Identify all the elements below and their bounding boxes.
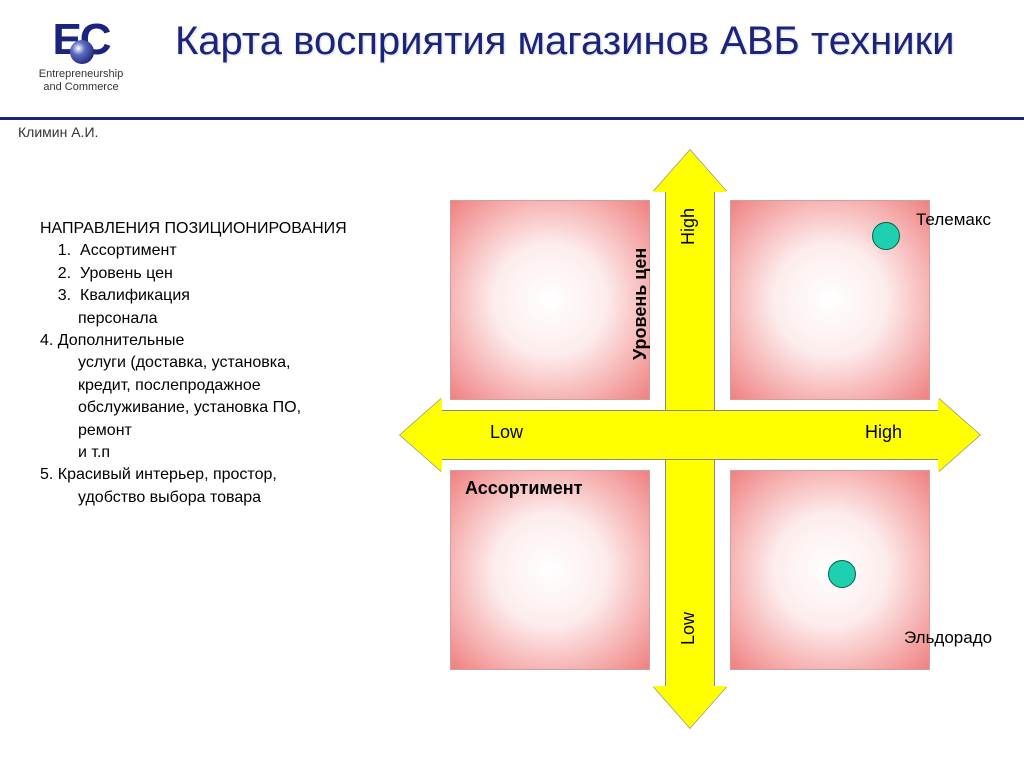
y-high-label: High [678,208,699,245]
direction-item: 5. Красивый интерьер, простор, [40,464,380,486]
logo-sub-1: Entrepreneurship [39,68,123,80]
directions-list: НАПРАВЛЕНИЯ ПОЗИЦИОНИРОВАНИЯ 1. Ассортим… [40,218,380,509]
title-underline [0,117,1024,120]
direction-subline: обслуживание, установка ПО, [40,397,380,419]
logo-sub-2: and Commerce [43,81,118,93]
perception-map: Low High Ассортимент High Low Уровень це… [410,170,1000,730]
direction-subline: персонала [40,308,380,330]
data-point-label: Телемакс [916,210,991,230]
slide-title: Карта восприятия магазинов АВБ техники [175,18,954,64]
quadrant-top-left [450,200,650,400]
arrow-up-icon [653,150,727,192]
direction-subline: кредит, послепродажное [40,375,380,397]
direction-item: 1. Ассортимент [40,240,380,262]
direction-subline: ремонт [40,420,380,442]
y-low-label: Low [678,612,699,645]
direction-subline: и т.п [40,442,380,464]
x-high-label: High [865,422,902,443]
x-axis-title: Ассортимент [465,478,582,499]
arrow-right-icon [938,398,980,472]
logo-subtitle: Entrepreneurship and Commerce [16,68,146,94]
quadrant-top-right [730,200,930,400]
logo-block: EC Entrepreneurship and Commerce [16,18,146,94]
x-low-label: Low [490,422,523,443]
arrow-left-icon [400,398,442,472]
direction-item: 3. Квалификация [40,285,380,307]
y-axis-title: Уровень цен [630,248,651,360]
logo-orb-icon [70,40,94,64]
direction-subline: удобство выбора товара [40,487,380,509]
directions-heading: НАПРАВЛЕНИЯ ПОЗИЦИОНИРОВАНИЯ [40,218,380,240]
direction-item: 4. Дополнительные [40,330,380,352]
author-name: Климин А.И. [18,124,98,140]
data-point-label: Эльдорадо [904,628,992,648]
data-point [872,222,900,250]
direction-subline: услуги (доставка, установка, [40,352,380,374]
quadrant-bottom-left [450,470,650,670]
data-point [828,560,856,588]
direction-item: 2. Уровень цен [40,263,380,285]
arrow-down-icon [653,686,727,728]
